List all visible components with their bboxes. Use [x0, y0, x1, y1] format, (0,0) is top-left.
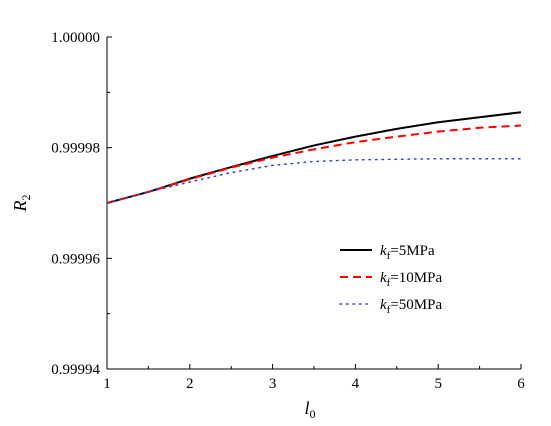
x-tick-label: 1 — [103, 376, 111, 392]
y-tick-label: 1.00000 — [51, 30, 100, 46]
legend-label-2: kf=10MPa — [380, 270, 442, 289]
x-tick-label: 2 — [186, 376, 194, 392]
y-axis-label: R2 — [10, 195, 33, 213]
series-line-3 — [106, 157, 522, 204]
x-axis-label: l0 — [304, 398, 315, 421]
series-line-2 — [106, 124, 522, 204]
x-tick-label: 6 — [517, 376, 525, 392]
y-tick-label: 0.99998 — [51, 141, 100, 157]
legend: kf=5MPa kf=10MPa kf=50MPa — [339, 243, 442, 316]
series-layer — [106, 111, 522, 204]
series-line-1 — [106, 111, 522, 204]
x-tick-label: 3 — [269, 376, 277, 392]
y-tick-label: 0.99996 — [51, 251, 100, 267]
legend-label-3: kf=50MPa — [380, 297, 442, 316]
x-tick-label: 4 — [352, 376, 360, 392]
legend-label-1: kf=5MPa — [380, 243, 435, 262]
axes: 1 2 3 4 5 6 0.99994 0.99996 0.99998 1.00000 — [51, 30, 525, 392]
y-tick-label: 0.99994 — [51, 362, 100, 378]
x-tick-label: 5 — [434, 376, 442, 392]
